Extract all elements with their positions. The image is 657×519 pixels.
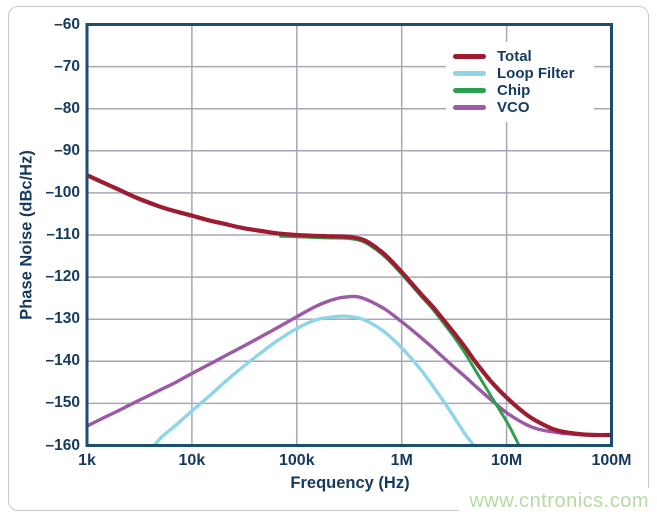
y-tick-label: –100: [45, 183, 80, 201]
x-tick-label: 1k: [78, 452, 96, 469]
y-tick-label: –130: [45, 310, 80, 328]
y-tick-label: –140: [45, 352, 80, 370]
y-tick-label: –90: [54, 141, 80, 159]
y-tick-label: –160: [45, 436, 80, 454]
y-tick-label: –80: [54, 99, 80, 117]
legend-swatch-total: [453, 54, 486, 59]
x-tick-label: 10M: [491, 452, 523, 469]
x-tick-label: 100M: [591, 452, 632, 469]
legend-swatch-loop-filter: [453, 71, 486, 76]
legend-label-total: Total: [497, 48, 532, 65]
y-tick-label: –150: [45, 394, 80, 412]
y-tick-label: –60: [54, 15, 80, 33]
legend-swatch-vco: [453, 105, 486, 110]
legend-item-vco: VCO: [453, 99, 594, 116]
legend-item-loop-filter: Loop Filter: [453, 65, 594, 82]
legend-label-chip: Chip: [497, 82, 531, 99]
plot-border: [85, 23, 613, 447]
x-tick-label: 100k: [279, 452, 315, 469]
legend-label-loop-filter: Loop Filter: [497, 65, 575, 82]
x-tick-label: 10k: [178, 452, 206, 469]
watermark: www.cntronics.com: [459, 488, 651, 515]
y-tick-label: –70: [54, 57, 80, 75]
legend: Total Loop Filter Chip VCO: [446, 42, 594, 122]
legend-label-vco: VCO: [497, 99, 530, 116]
legend-item-total: Total: [453, 48, 594, 65]
x-axis-title: Frequency (Hz): [290, 474, 410, 492]
legend-item-chip: Chip: [453, 82, 594, 99]
y-tick-label: –110: [46, 226, 80, 243]
legend-swatch-chip: [453, 88, 486, 93]
series-total-line: [87, 173, 612, 438]
x-tick-label: 1M: [390, 452, 413, 469]
figure-border: [8, 6, 649, 511]
series-loop-filter-line: [152, 314, 476, 446]
y-tick-label: –120: [45, 268, 80, 286]
